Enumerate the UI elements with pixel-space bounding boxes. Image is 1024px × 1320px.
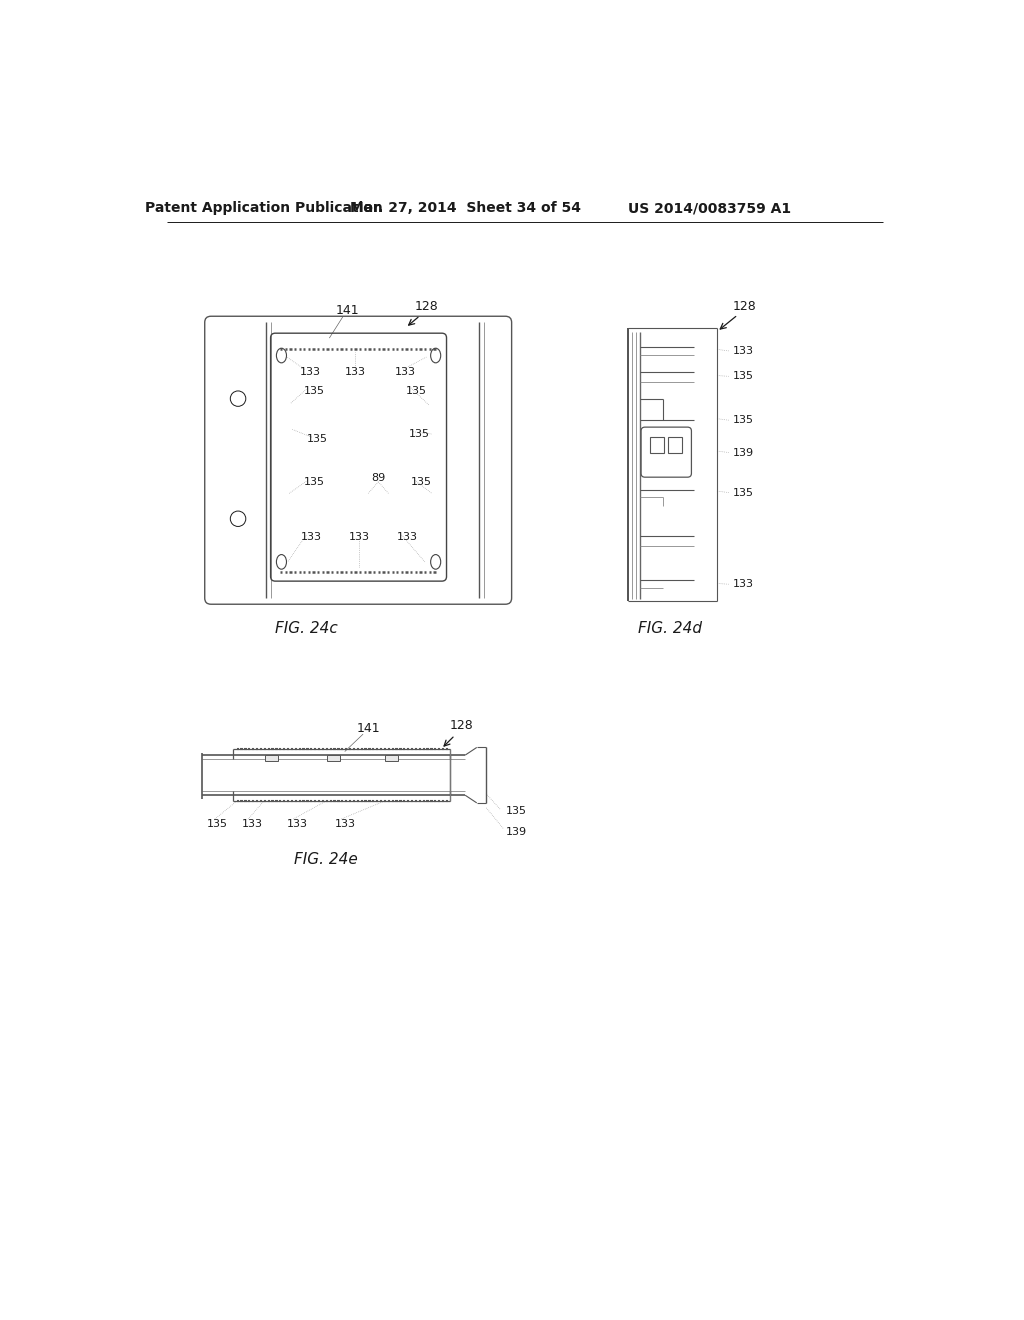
Text: 133: 133 [287,820,307,829]
Text: 135: 135 [406,385,427,396]
Text: 133: 133 [732,579,754,589]
Text: 135: 135 [207,820,227,829]
Bar [328,755,340,762]
Text: US 2014/0083759 A1: US 2014/0083759 A1 [628,202,791,215]
Text: 135: 135 [732,371,754,381]
Text: FIG. 24d: FIG. 24d [639,620,702,636]
Text: 135: 135 [303,385,325,396]
Text: 133: 133 [732,346,754,356]
Text: FIG. 24c: FIG. 24c [274,620,338,636]
Bar [669,437,682,453]
Text: Mar. 27, 2014  Sheet 34 of 54: Mar. 27, 2014 Sheet 34 of 54 [349,202,581,215]
Text: Patent Application Publication: Patent Application Publication [144,202,383,215]
Text: 133: 133 [335,820,355,829]
Text: 128: 128 [415,300,438,313]
Bar [265,755,278,762]
Text: 133: 133 [300,367,321,376]
Text: 133: 133 [242,820,262,829]
Text: 135: 135 [732,416,754,425]
Text: 133: 133 [348,532,370,543]
Text: 135: 135 [732,487,754,498]
Text: 135: 135 [409,429,430,440]
Text: 135: 135 [306,434,328,445]
Text: 133: 133 [301,532,323,543]
Text: 133: 133 [395,367,416,376]
Text: 141: 141 [356,722,380,735]
Text: 141: 141 [336,304,359,317]
Text: 133: 133 [344,367,366,376]
Text: 135: 135 [411,477,431,487]
Text: 128: 128 [732,300,756,313]
Text: 135: 135 [506,807,526,816]
Bar [649,437,664,453]
Text: 128: 128 [450,719,473,733]
Text: 139: 139 [732,447,754,458]
Bar [385,755,397,762]
Text: 135: 135 [303,477,325,487]
Text: FIG. 24e: FIG. 24e [294,851,357,867]
Text: 139: 139 [506,828,526,837]
Text: 133: 133 [396,532,418,543]
Text: 89: 89 [372,473,385,483]
